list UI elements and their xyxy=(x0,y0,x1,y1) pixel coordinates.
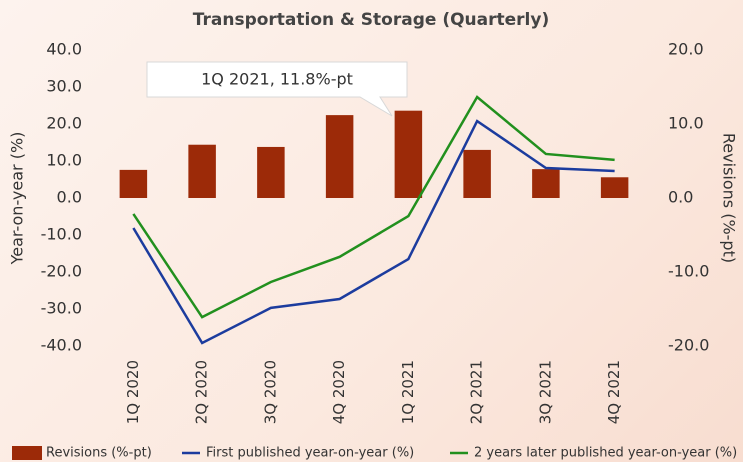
legend-label: 2 years later published year-on-year (%) xyxy=(474,446,737,461)
y2-tick-label: 20.0 xyxy=(668,40,704,59)
line xyxy=(132,95,615,319)
y2-axis-label: Revisions (%-pt) xyxy=(720,133,739,263)
x-tick-label: 2Q 2020 xyxy=(193,360,211,424)
y-tick-label: -30.0 xyxy=(41,299,82,318)
y-tick-label: -20.0 xyxy=(41,262,82,281)
y-tick-label: -40.0 xyxy=(41,336,82,355)
y2-tick-label: 0.0 xyxy=(668,188,693,207)
x-tick-label: 3Q 2020 xyxy=(261,360,279,424)
bar xyxy=(257,146,285,198)
callout xyxy=(146,61,408,117)
y-tick-label: 40.0 xyxy=(46,40,82,59)
x-tick-label: 4Q 2020 xyxy=(330,360,348,424)
y-tick-label: 20.0 xyxy=(46,114,82,133)
legend-label: First published year-on-year (%) xyxy=(206,446,414,461)
legend-label: Revisions (%-pt) xyxy=(46,446,152,461)
bar xyxy=(394,110,423,198)
bar xyxy=(119,169,148,198)
x-tick-label: 3Q 2021 xyxy=(536,360,554,424)
x-tick-label: 1Q 2021 xyxy=(399,360,417,424)
bar xyxy=(188,144,216,198)
y2-tick-label: -10.0 xyxy=(668,262,709,281)
bar xyxy=(325,115,354,198)
y-tick-label: 0.0 xyxy=(57,188,82,207)
y-tick-label: -10.0 xyxy=(41,225,82,244)
bar xyxy=(600,177,629,198)
annotation: 1Q 2021, 11.8%-pt xyxy=(201,70,353,89)
y-tick-label: 30.0 xyxy=(46,77,82,96)
y2-tick-label: 10.0 xyxy=(668,114,704,133)
line xyxy=(132,119,615,345)
bar xyxy=(463,149,491,198)
chart-title: Transportation & Storage (Quarterly) xyxy=(193,10,549,30)
x-tick-label: 2Q 2021 xyxy=(468,360,486,424)
bar xyxy=(532,169,560,198)
y2-tick-label: -20.0 xyxy=(668,336,709,355)
y-axis-label: Year-on-year (%) xyxy=(8,132,27,266)
x-tick-label: 1Q 2020 xyxy=(124,360,142,424)
y-tick-label: 10.0 xyxy=(46,151,82,170)
x-tick-label: 4Q 2021 xyxy=(605,360,623,424)
legend-swatch xyxy=(12,446,42,460)
